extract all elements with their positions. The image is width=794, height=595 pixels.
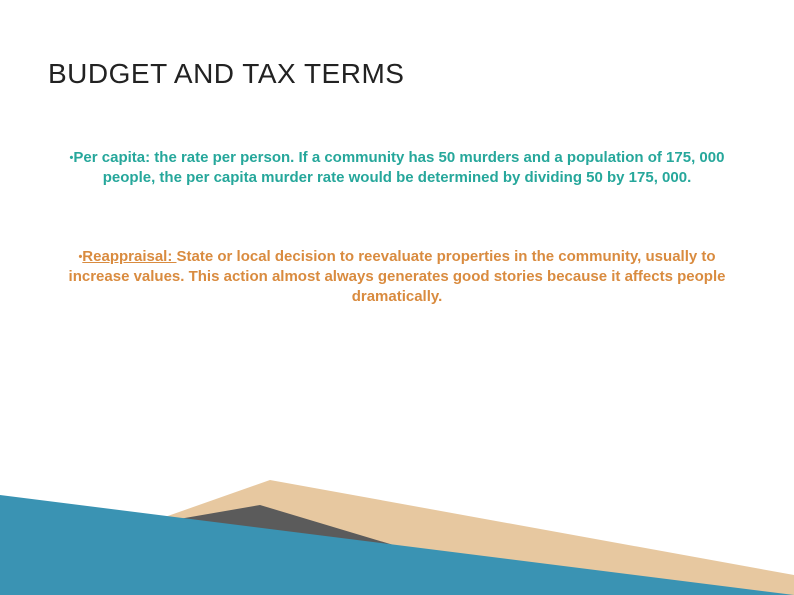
page-title: BUDGET AND TAX TERMS xyxy=(48,58,404,90)
bullet-item-reappraisal: •Reappraisal: State or local decision to… xyxy=(56,247,738,308)
term-body: the rate per person. If a community has … xyxy=(103,149,725,186)
footer-decoration xyxy=(0,445,794,595)
content-area: •Per capita: the rate per person. If a c… xyxy=(56,148,738,365)
bullet-item-per-capita: •Per capita: the rate per person. If a c… xyxy=(56,148,738,189)
term-lead: Per capita: xyxy=(73,149,154,166)
term-lead: Reappraisal: xyxy=(82,248,176,265)
slide: BUDGET AND TAX TERMS •Per capita: the ra… xyxy=(0,0,794,595)
